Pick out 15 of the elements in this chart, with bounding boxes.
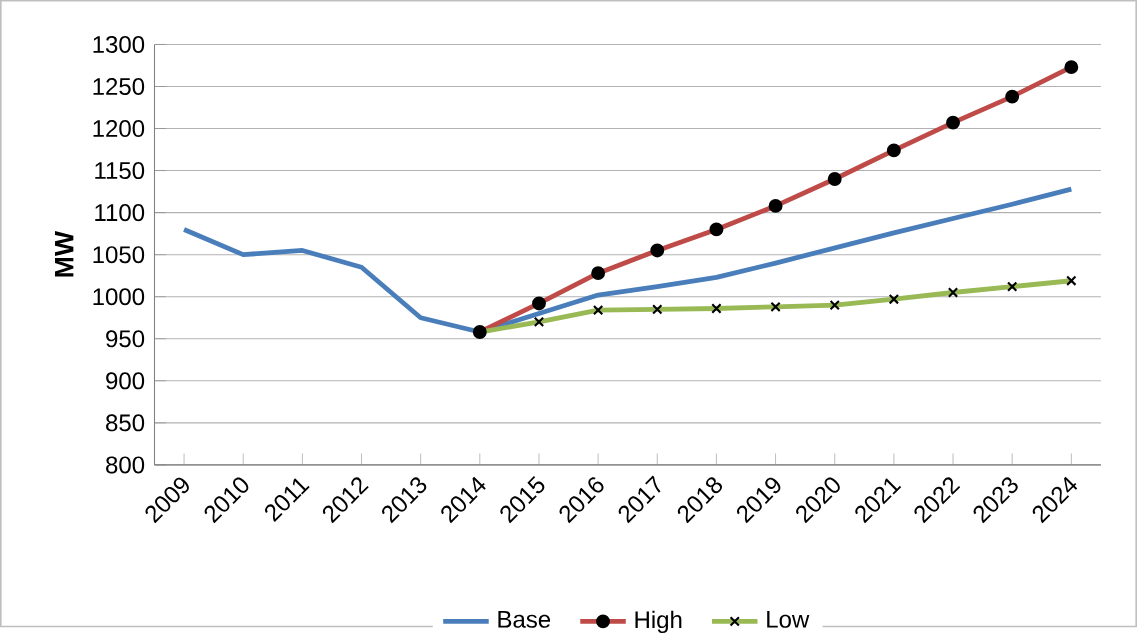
y-axis-title: MW [54,231,74,277]
y-tick-label: 1300 [93,36,145,54]
y-tick-label: 1000 [93,288,145,306]
legend-label: Base [498,611,551,628]
y-tick-label: 950 [106,330,145,348]
y-tick-label: 1050 [93,246,145,264]
legend-label: High [635,610,682,634]
legend-label: Low [767,611,810,628]
y-tick-label: 1250 [93,78,145,96]
y-tick-label: 1100 [95,204,145,222]
y-tick-label: 850 [106,414,145,432]
y-tick-label: 1150 [95,162,145,180]
y-tick-label: 1200 [93,120,145,138]
y-tick-label: 800 [106,456,145,474]
y-tick-label: 900 [106,372,145,390]
